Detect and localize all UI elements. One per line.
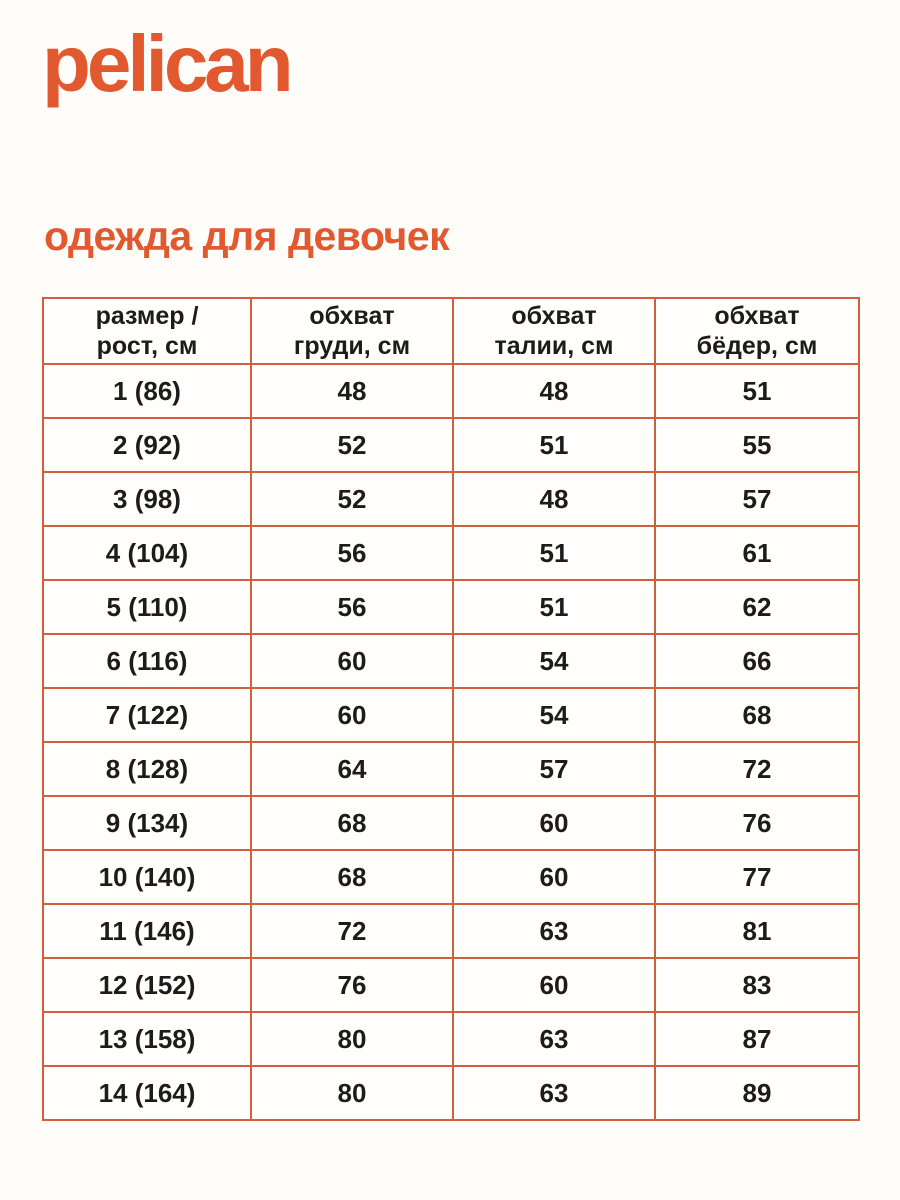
hips-cell: 62 (654, 579, 860, 635)
table-row: 4 (104) 56 51 61 (42, 525, 860, 581)
table-header: размер / рост, см обхват груди, см обхва… (42, 297, 860, 365)
table-row: 12 (152) 76 60 83 (42, 957, 860, 1013)
chest-cell: 68 (250, 849, 454, 905)
table-row: 9 (134) 68 60 76 (42, 795, 860, 851)
size-cell: 2 (92) (42, 417, 252, 473)
table-row: 5 (110) 56 51 62 (42, 579, 860, 635)
size-cell: 11 (146) (42, 903, 252, 959)
chest-cell: 80 (250, 1065, 454, 1121)
chest-cell: 60 (250, 687, 454, 743)
waist-cell: 63 (452, 1065, 656, 1121)
chest-cell: 72 (250, 903, 454, 959)
column-header-waist: обхват талии, см (452, 297, 656, 365)
size-cell: 12 (152) (42, 957, 252, 1013)
size-cell: 7 (122) (42, 687, 252, 743)
hips-cell: 89 (654, 1065, 860, 1121)
size-table: размер / рост, см обхват груди, см обхва… (42, 297, 860, 1121)
size-cell: 6 (116) (42, 633, 252, 689)
header-line: размер / (95, 301, 199, 330)
table-row: 14 (164) 80 63 89 (42, 1065, 860, 1121)
header-line: талии, см (494, 332, 614, 360)
table-row: 1 (86) 48 48 51 (42, 363, 860, 419)
waist-cell: 51 (452, 417, 656, 473)
chest-cell: 76 (250, 957, 454, 1013)
chest-cell: 52 (250, 417, 454, 473)
table-row: 11 (146) 72 63 81 (42, 903, 860, 959)
size-cell: 5 (110) (42, 579, 252, 635)
waist-cell: 51 (452, 525, 656, 581)
page-title: одежда для девочек (44, 213, 450, 259)
header-line: обхват (511, 301, 597, 330)
header-line: обхват (714, 301, 800, 330)
pelican-logo: pelican (42, 19, 294, 108)
hips-cell: 68 (654, 687, 860, 743)
hips-cell: 57 (654, 471, 860, 527)
chest-cell: 80 (250, 1011, 454, 1067)
hips-cell: 83 (654, 957, 860, 1013)
table-row: 10 (140) 68 60 77 (42, 849, 860, 905)
waist-cell: 60 (452, 795, 656, 851)
waist-cell: 54 (452, 687, 656, 743)
waist-cell: 60 (452, 957, 656, 1013)
table-row: 13 (158) 80 63 87 (42, 1011, 860, 1067)
waist-cell: 48 (452, 471, 656, 527)
size-cell: 14 (164) (42, 1065, 252, 1121)
column-header-chest: обхват груди, см (250, 297, 454, 365)
column-header-size: размер / рост, см (42, 297, 252, 365)
waist-cell: 48 (452, 363, 656, 419)
size-cell: 8 (128) (42, 741, 252, 797)
table-row: 7 (122) 60 54 68 (42, 687, 860, 743)
header-line: бёдер, см (696, 332, 818, 360)
table-row: 2 (92) 52 51 55 (42, 417, 860, 473)
hips-cell: 81 (654, 903, 860, 959)
size-cell: 10 (140) (42, 849, 252, 905)
hips-cell: 66 (654, 633, 860, 689)
chest-cell: 68 (250, 795, 454, 851)
size-cell: 13 (158) (42, 1011, 252, 1067)
column-header-hips: обхват бёдер, см (654, 297, 860, 365)
chest-cell: 60 (250, 633, 454, 689)
hips-cell: 51 (654, 363, 860, 419)
hips-cell: 61 (654, 525, 860, 581)
chest-cell: 56 (250, 579, 454, 635)
table-row: 8 (128) 64 57 72 (42, 741, 860, 797)
size-cell: 9 (134) (42, 795, 252, 851)
waist-cell: 63 (452, 903, 656, 959)
waist-cell: 57 (452, 741, 656, 797)
hips-cell: 87 (654, 1011, 860, 1067)
header-line: рост, см (96, 332, 198, 360)
table-row: 3 (98) 52 48 57 (42, 471, 860, 527)
chest-cell: 56 (250, 525, 454, 581)
chest-cell: 64 (250, 741, 454, 797)
chest-cell: 48 (250, 363, 454, 419)
hips-cell: 77 (654, 849, 860, 905)
table-row: 6 (116) 60 54 66 (42, 633, 860, 689)
waist-cell: 63 (452, 1011, 656, 1067)
table-body: 1 (86) 48 48 51 2 (92) 52 51 55 3 (98) 5… (42, 363, 860, 1121)
waist-cell: 54 (452, 633, 656, 689)
hips-cell: 72 (654, 741, 860, 797)
size-cell: 3 (98) (42, 471, 252, 527)
header-line: груди, см (293, 332, 411, 360)
chest-cell: 52 (250, 471, 454, 527)
header-line: обхват (309, 301, 395, 330)
size-cell: 1 (86) (42, 363, 252, 419)
hips-cell: 76 (654, 795, 860, 851)
waist-cell: 51 (452, 579, 656, 635)
waist-cell: 60 (452, 849, 656, 905)
hips-cell: 55 (654, 417, 860, 473)
size-cell: 4 (104) (42, 525, 252, 581)
header-row: размер / рост, см обхват груди, см обхва… (42, 297, 860, 365)
